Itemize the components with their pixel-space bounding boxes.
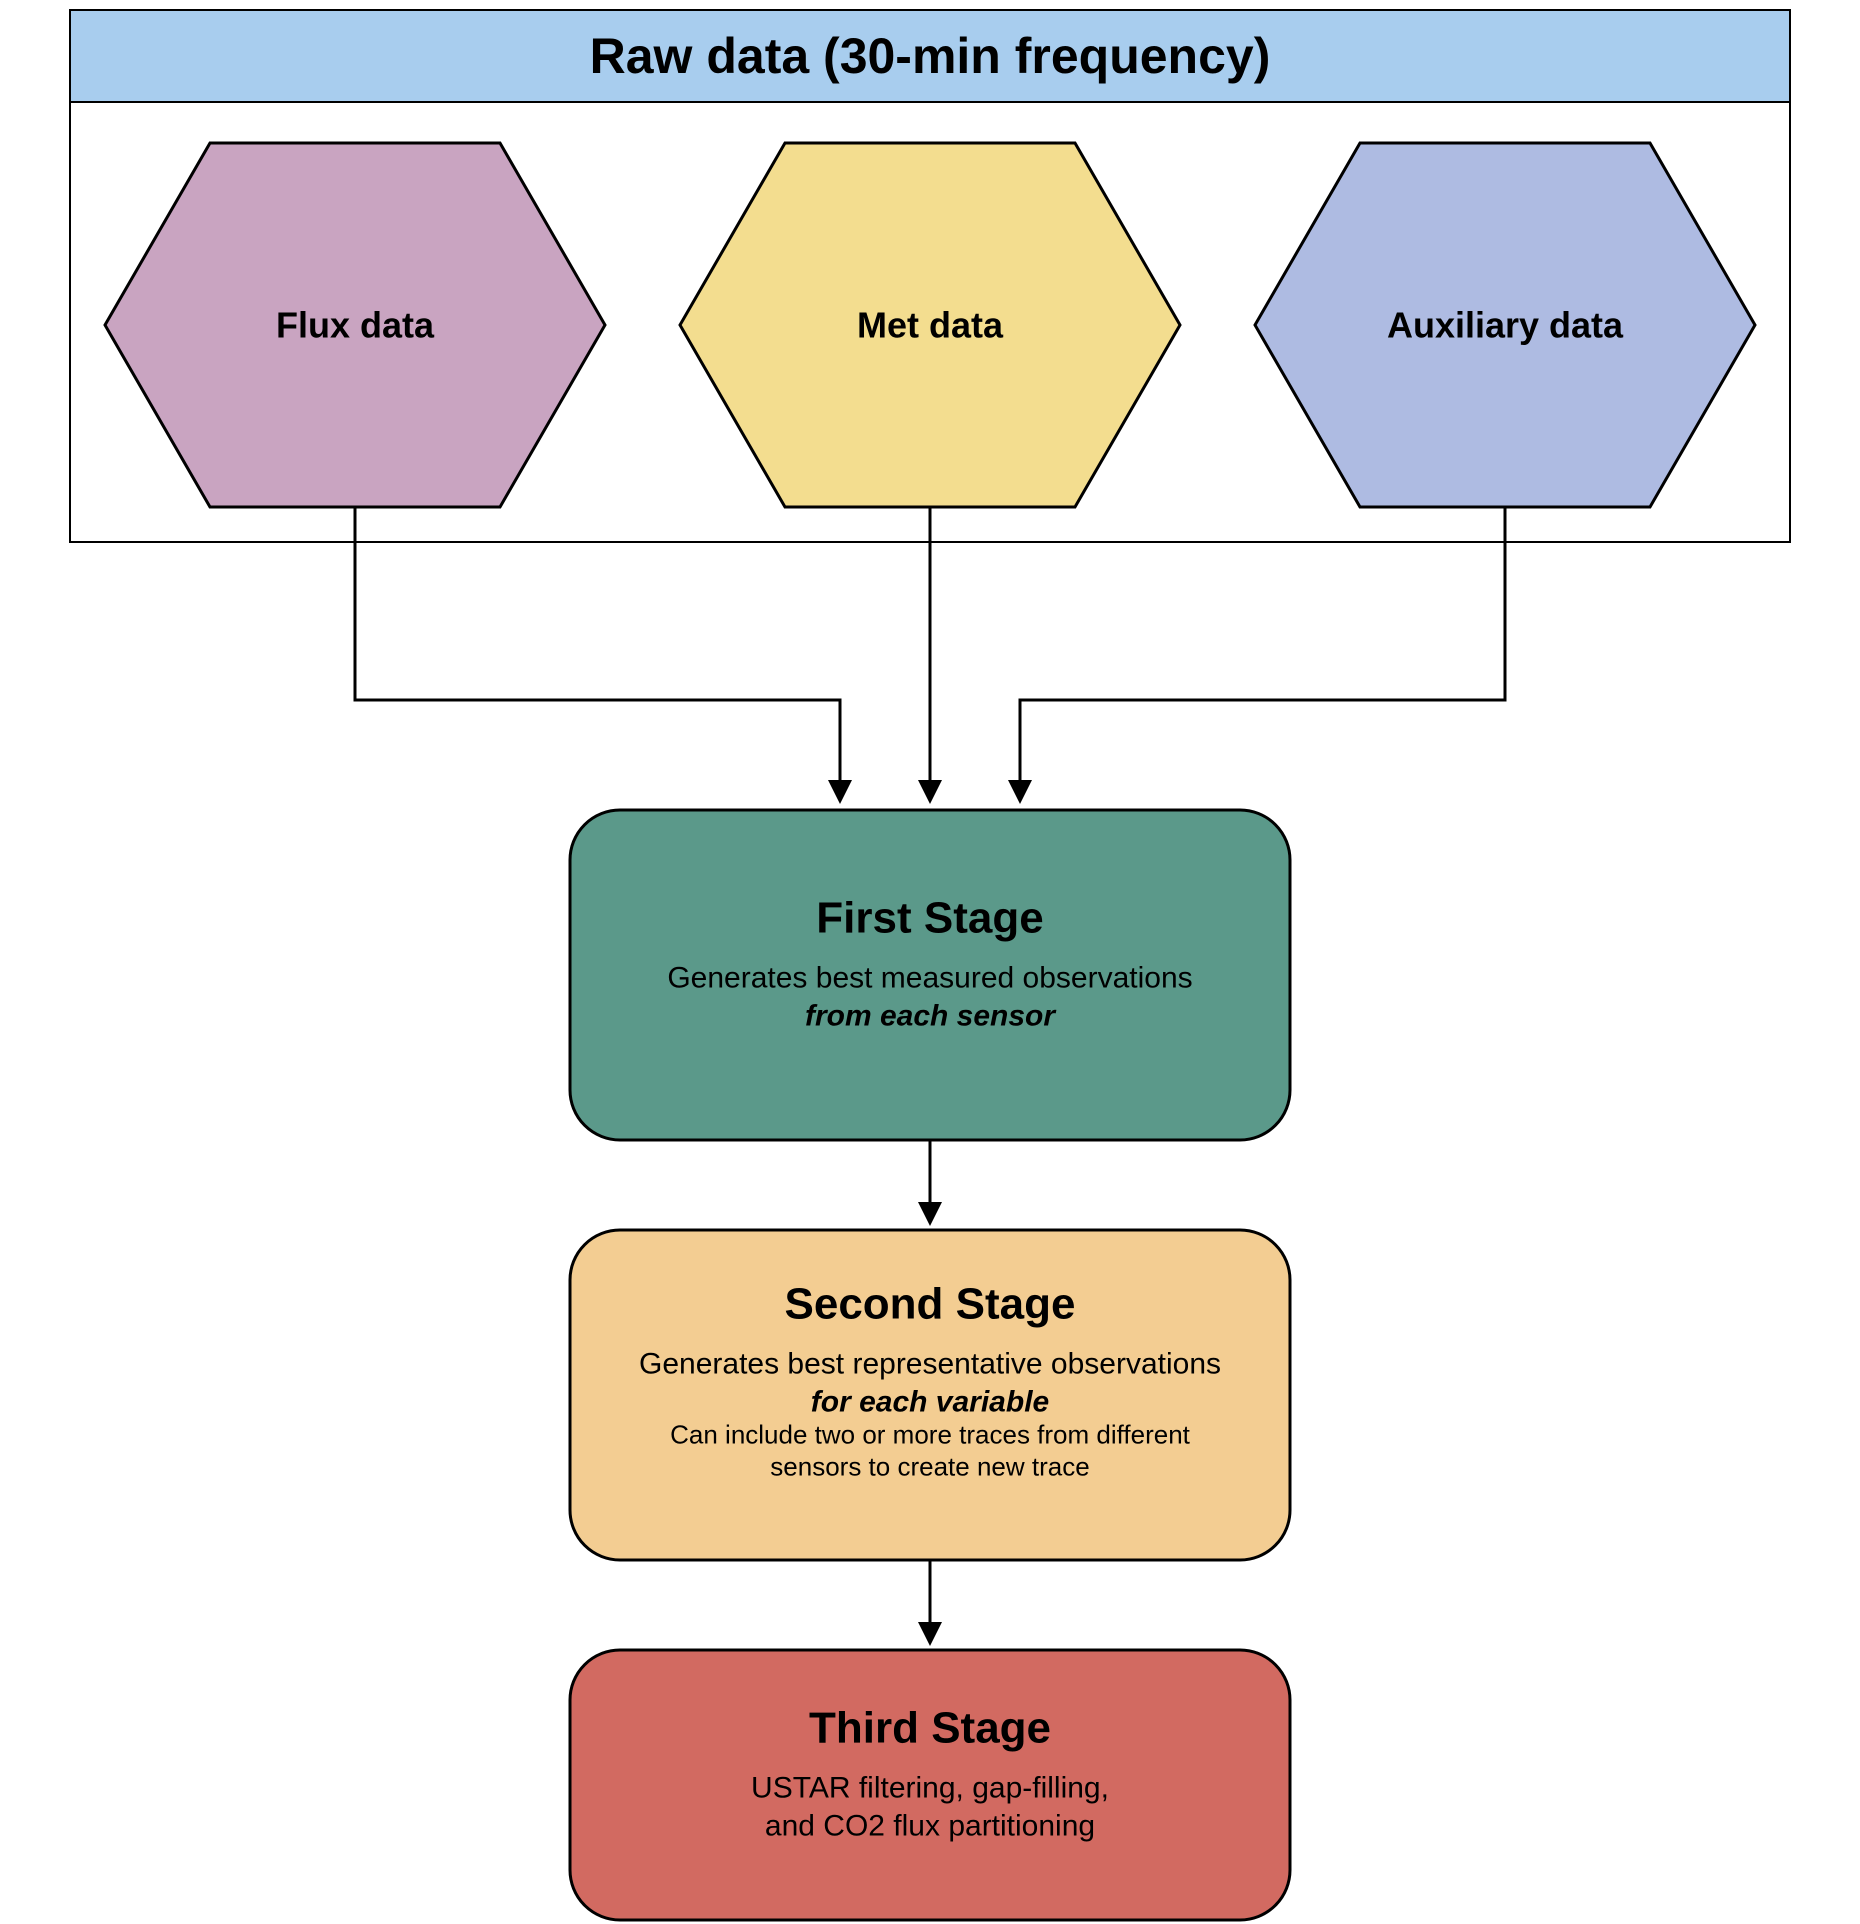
hex-met-label: Met data (857, 305, 1004, 346)
stage-third-title: Third Stage (809, 1704, 1051, 1753)
hex-flux-label: Flux data (276, 305, 435, 346)
stage-third-line-0: USTAR filtering, gap-filling, (751, 1772, 1109, 1805)
stage-second-line-0: Generates best representative observatio… (639, 1348, 1221, 1381)
flowchart-canvas: Raw data (30-min frequency) Flux data Met … (0, 0, 1860, 1924)
stage-first-line-1: from each sensor (805, 1000, 1057, 1033)
hex-aux: Auxiliary data (1255, 143, 1755, 507)
stage-second-line-2: Can include two or more traces from diff… (670, 1420, 1191, 1450)
stage-first-title: First Stage (816, 894, 1043, 943)
stage-second-title: Second Stage (785, 1280, 1076, 1329)
stage-third: Third Stage USTAR filtering, gap-filling,… (570, 1650, 1290, 1920)
edge-aux_bottom (1020, 507, 1505, 800)
header-bar: Raw data (30-min frequency) (70, 10, 1790, 102)
hex-aux-label: Auxiliary data (1387, 305, 1624, 346)
stage-first: First Stage Generates best measured obser… (570, 810, 1290, 1140)
hex-flux: Flux data (105, 143, 605, 507)
stage-second-line-3: sensors to create new trace (770, 1452, 1089, 1482)
stage-third-line-1: and CO2 flux partitioning (765, 1810, 1095, 1843)
stage-second-line-1: for each variable (811, 1386, 1049, 1419)
header-title: Raw data (30-min frequency) (590, 28, 1271, 84)
hex-met: Met data (680, 143, 1180, 507)
stage-second: Second Stage Generates best representativ… (570, 1230, 1290, 1560)
edge-flux_bottom (355, 507, 840, 800)
stage-first-line-0: Generates best measured observations (667, 962, 1192, 995)
